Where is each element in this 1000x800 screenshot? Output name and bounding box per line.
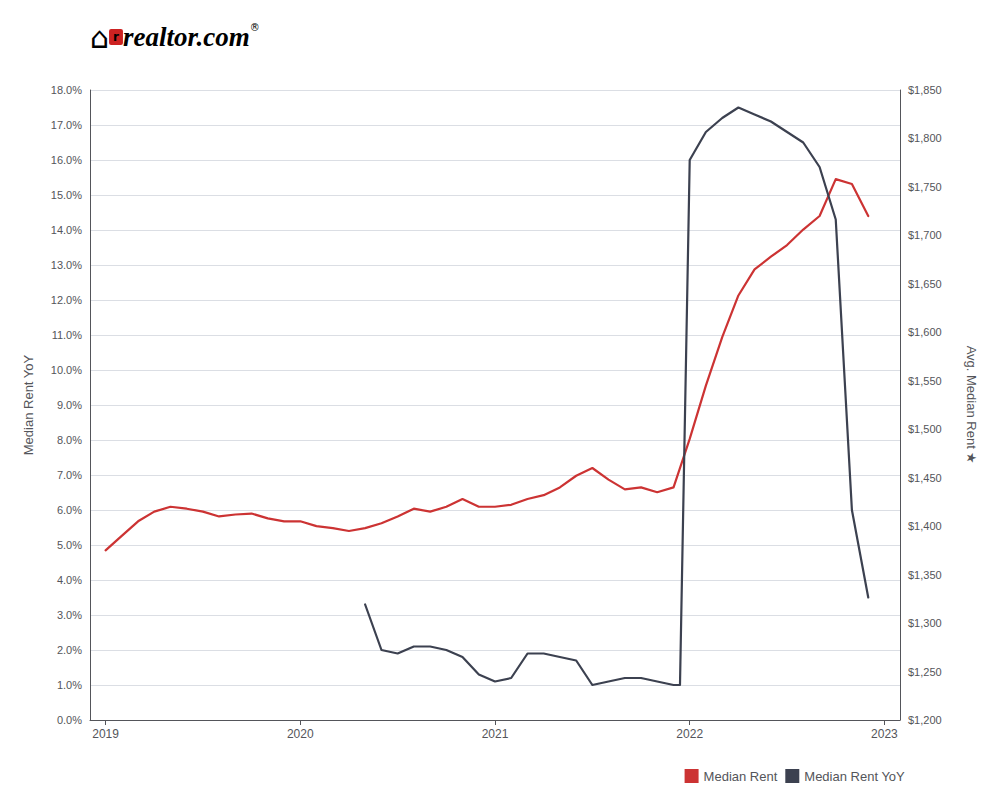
svg-text:$1,400: $1,400 [908, 520, 942, 532]
svg-text:2022: 2022 [676, 727, 703, 741]
svg-text:4.0%: 4.0% [57, 574, 82, 586]
svg-text:11.0%: 11.0% [52, 329, 83, 341]
svg-text:13.0%: 13.0% [51, 259, 82, 271]
svg-text:$1,450: $1,450 [908, 472, 942, 484]
svg-text:16.0%: 16.0% [51, 154, 82, 166]
svg-text:17.0%: 17.0% [51, 119, 82, 131]
svg-text:$1,500: $1,500 [908, 423, 942, 435]
svg-text:$1,750: $1,750 [908, 181, 942, 193]
svg-text:2.0%: 2.0% [57, 644, 82, 656]
svg-text:real: real [123, 22, 167, 52]
svg-text:2021: 2021 [482, 727, 509, 741]
svg-text:Median Rent YoY: Median Rent YoY [21, 354, 36, 455]
svg-text:14.0%: 14.0% [51, 224, 82, 236]
svg-text:Median Rent YoY: Median Rent YoY [804, 769, 905, 784]
svg-text:$1,700: $1,700 [908, 229, 942, 241]
svg-text:Avg. Median Rent ★: Avg. Median Rent ★ [964, 346, 979, 465]
svg-text:7.0%: 7.0% [57, 469, 82, 481]
svg-text:Median Rent: Median Rent [704, 769, 778, 784]
svg-text:$1,850: $1,850 [908, 84, 942, 96]
svg-text:2023: 2023 [871, 727, 898, 741]
svg-text:$1,600: $1,600 [908, 326, 942, 338]
svg-text:$1,250: $1,250 [908, 666, 942, 678]
svg-text:10.0%: 10.0% [51, 364, 82, 376]
svg-text:6.0%: 6.0% [57, 504, 82, 516]
svg-text:2020: 2020 [287, 727, 314, 741]
svg-text:⌂: ⌂ [90, 20, 109, 55]
svg-text:9.0%: 9.0% [57, 399, 82, 411]
svg-text:8.0%: 8.0% [57, 434, 82, 446]
svg-text:3.0%: 3.0% [57, 609, 82, 621]
svg-text:$1,650: $1,650 [908, 278, 942, 290]
svg-text:5.0%: 5.0% [57, 539, 82, 551]
svg-text:1.0%: 1.0% [57, 679, 82, 691]
svg-text:18.0%: 18.0% [51, 84, 82, 96]
svg-text:r: r [113, 30, 119, 44]
svg-text:15.0%: 15.0% [51, 189, 82, 201]
svg-text:®: ® [250, 22, 260, 33]
svg-text:$1,200: $1,200 [908, 714, 942, 726]
svg-text:$1,800: $1,800 [908, 132, 942, 144]
svg-text:2019: 2019 [92, 727, 119, 741]
svg-text:0.0%: 0.0% [57, 714, 82, 726]
svg-text:$1,550: $1,550 [908, 375, 942, 387]
svg-text:$1,350: $1,350 [908, 569, 942, 581]
svg-text:tor.com: tor.com [166, 22, 249, 52]
svg-text:12.0%: 12.0% [51, 294, 82, 306]
svg-text:$1,300: $1,300 [908, 617, 942, 629]
